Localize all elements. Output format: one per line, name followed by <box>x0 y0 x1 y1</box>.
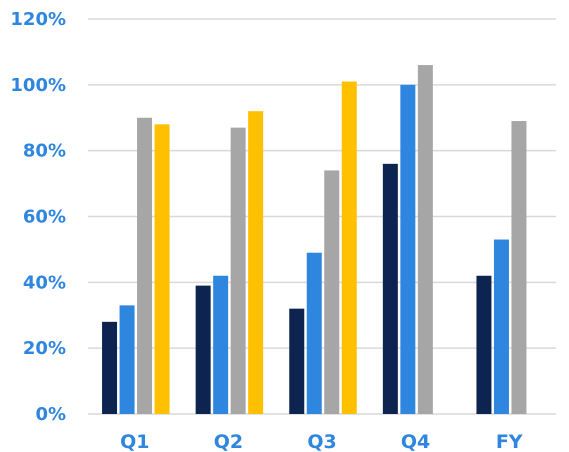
bar-q2-series-2 <box>213 275 229 414</box>
bar-fy-series-3 <box>511 121 527 415</box>
bar-q1-series-2 <box>119 305 135 414</box>
bar-q1-series-3 <box>137 117 153 414</box>
bar-q4-series-1 <box>382 163 398 414</box>
y-axis-labels: 0% 20% 40% 60% 80% 100% 120% <box>10 9 66 425</box>
bar-q4-series-3 <box>417 65 433 414</box>
bars <box>102 65 527 415</box>
bar-q1-series-1 <box>102 321 118 414</box>
y-tick-label: 100% <box>10 75 66 96</box>
bar-q3-series-4 <box>341 81 357 415</box>
x-axis-labels: Q1 Q2 Q3 Q4 FY <box>120 431 523 452</box>
bar-q2-series-4 <box>248 111 264 415</box>
bar-q3-series-1 <box>289 308 305 414</box>
bar-q2-series-1 <box>195 285 211 414</box>
bar-q4-series-2 <box>400 84 416 414</box>
bar-fy-series-1 <box>476 275 492 414</box>
y-tick-label: 0% <box>35 404 66 425</box>
bar-q2-series-3 <box>230 127 246 414</box>
x-category-label: Q2 <box>214 431 243 452</box>
y-tick-label: 120% <box>10 9 66 30</box>
x-category-label: Q4 <box>401 431 430 452</box>
y-tick-label: 80% <box>23 141 66 162</box>
x-category-label: FY <box>496 431 523 452</box>
bar-q3-series-2 <box>306 252 322 414</box>
bar-q1-series-4 <box>154 124 170 414</box>
y-tick-label: 40% <box>23 272 66 293</box>
bar-q3-series-3 <box>324 170 340 414</box>
y-tick-label: 60% <box>23 207 66 228</box>
x-category-label: Q3 <box>307 431 336 452</box>
y-tick-label: 20% <box>23 338 66 359</box>
x-category-label: Q1 <box>120 431 149 452</box>
bar-fy-series-2 <box>493 239 509 414</box>
